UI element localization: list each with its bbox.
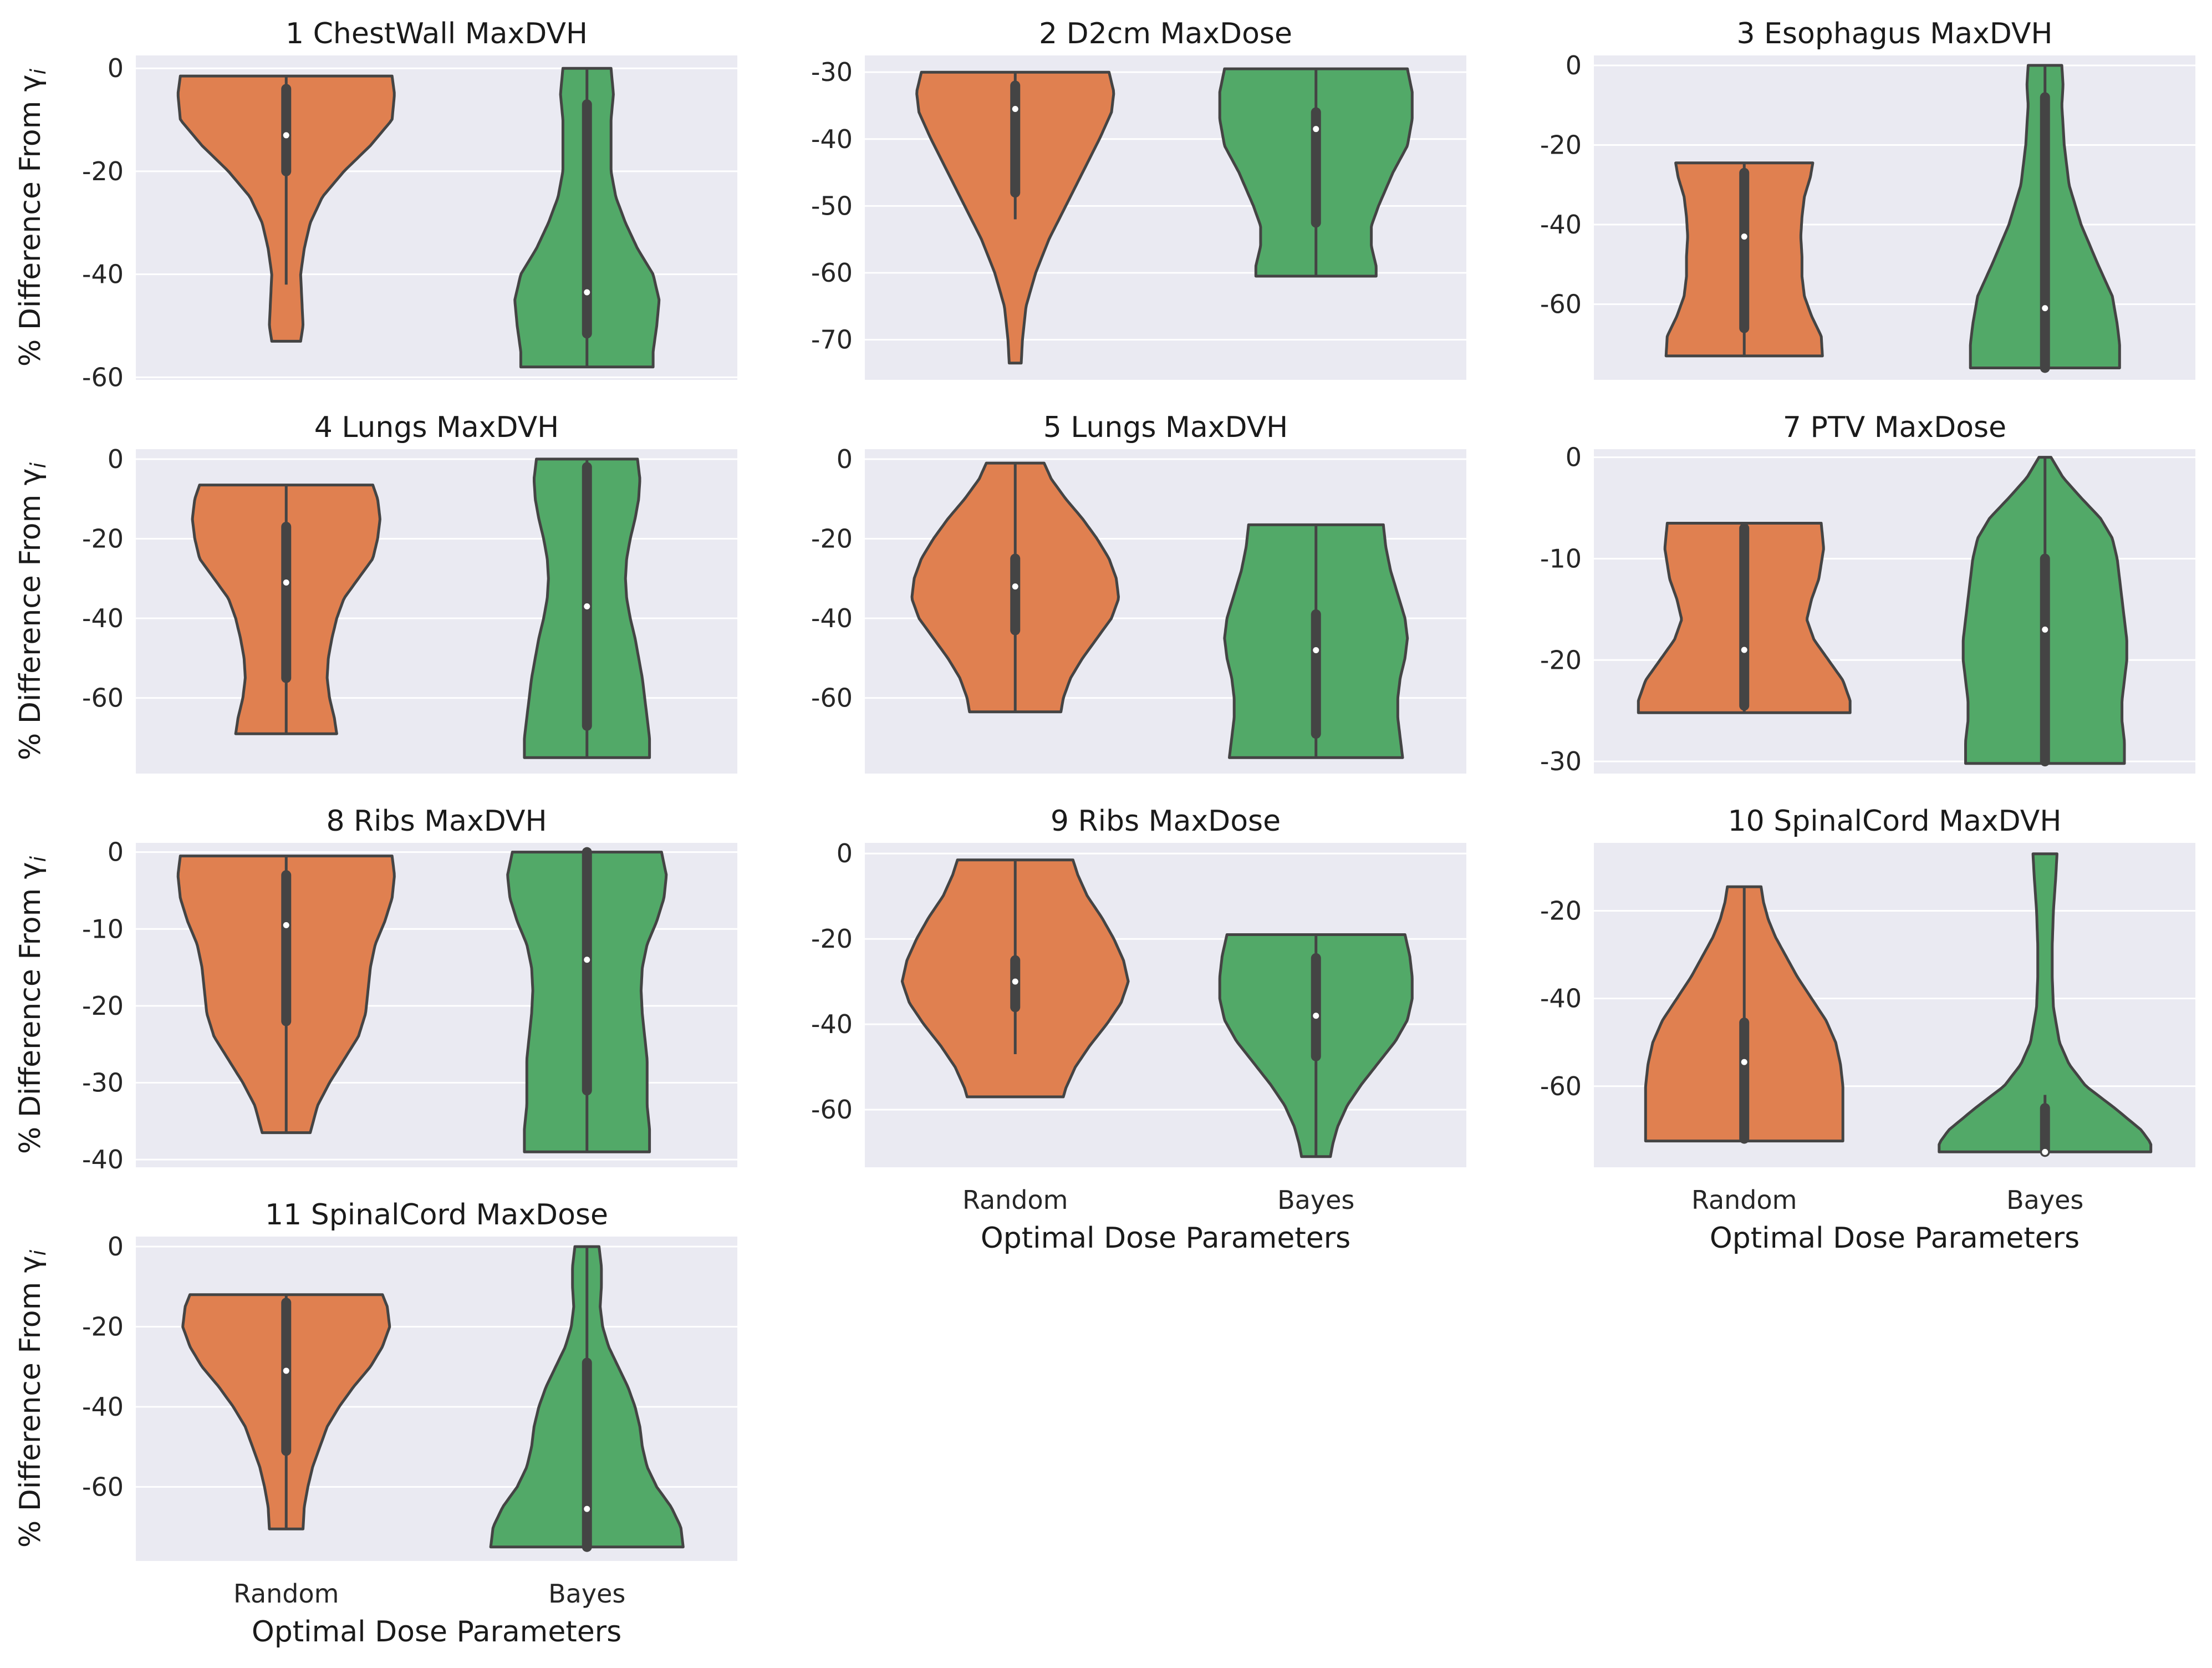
y-tick-label: -40 [811,124,853,154]
subplot-1: 0 -20 -40 -60 1 ChestWall MaxDVH % Difference… [14,17,737,392]
y-tick-label: -20 [1540,130,1582,160]
y-axis-label: % Difference From γi [14,68,50,367]
subplot-title: 1 ChestWall MaxDVH [286,17,588,50]
x-axis-label: Optimal Dose Parameters [981,1222,1350,1255]
subplot-9: -20 -40 -60 10 SpinalCord MaxDVH Random Bayes… [1540,805,2195,1255]
y-tick-label: -60 [82,362,124,392]
median-marker [1012,978,1018,985]
median-marker [283,1367,289,1374]
y-tick-label: -40 [811,603,853,633]
y-tick-label: -20 [811,524,853,554]
median-marker [584,603,590,610]
y-tick-label: 0 [108,444,124,474]
median-marker [283,132,289,139]
y-tick-label: 0 [1566,443,1582,472]
y-tick-label: 0 [108,1232,124,1262]
y-tick-label: 0 [108,53,124,83]
y-tick-label: -60 [811,683,853,713]
subplot-title: 7 PTV MaxDose [1783,411,2006,444]
median-marker [2042,1148,2048,1155]
y-tick-label: -10 [1540,543,1582,573]
subplot-10: 0 -20 -40 -60 11 SpinalCord MaxDose % Differe… [14,1198,737,1649]
subplot-3: 0 -20 -40 -60 3 Esophagus MaxDVH [1540,17,2195,380]
subplot-6: 0 -10 -20 -30 7 PTV MaxDose [1540,411,2195,776]
subplot-7: 0 -10 -20 -30 -40 8 Ribs MaxDVH % Difference F… [14,805,737,1174]
y-tick-label: -30 [82,1068,124,1098]
median-marker [584,289,590,296]
y-tick-label: -20 [1540,645,1582,675]
median-marker [1741,233,1747,240]
subplot-title: 5 Lungs MaxDVH [1043,411,1288,444]
subplot-5: 0 -20 -40 -60 5 Lungs MaxDVH [811,411,1466,774]
y-tick-label: 0 [1566,50,1582,80]
y-tick-label: -10 [82,914,124,944]
subplot-title: 9 Ribs MaxDose [1051,805,1281,838]
y-axis-label: % Difference From γi [14,462,50,760]
y-tick-label: -60 [1540,1071,1582,1101]
median-marker [584,957,590,963]
y-tick-label: -20 [811,924,853,954]
median-marker [1313,1013,1319,1019]
x-tick-label: Random [1691,1185,1797,1215]
y-tick-label: -40 [82,603,124,633]
y-tick-label: -30 [811,57,853,87]
x-tick-label: Bayes [2006,1185,2083,1215]
y-tick-label: 0 [108,837,124,867]
median-marker [1313,126,1319,133]
y-tick-label: -60 [811,1095,853,1125]
y-axis-label: % Difference From γi [14,1249,50,1548]
x-tick-label: Random [962,1185,1068,1215]
y-tick-label: 0 [837,838,853,868]
subplot-title: 8 Ribs MaxDVH [326,805,547,838]
x-tick-label: Bayes [548,1579,625,1609]
y-tick-label: -40 [1540,984,1582,1014]
median-marker [1741,647,1747,653]
x-tick-label: Random [233,1579,339,1609]
median-marker [1012,105,1018,112]
median-marker [1313,647,1319,653]
x-axis-label: Optimal Dose Parameters [252,1615,621,1649]
subplot-title: 11 SpinalCord MaxDose [265,1198,608,1232]
median-marker [2042,305,2048,312]
subplot-title: 4 Lungs MaxDVH [314,411,559,444]
y-tick-label: -20 [82,524,124,554]
median-marker [2042,626,2048,633]
subplot-8: 0 -20 -40 -60 9 Ribs MaxDose Random Bayes Optim… [811,805,1466,1255]
y-axis-label: % Difference From γi [14,856,50,1154]
y-tick-label: -60 [811,258,853,288]
y-tick-label: -50 [811,191,853,221]
y-tick-label: -40 [1540,210,1582,240]
subplot-title: 10 SpinalCord MaxDVH [1728,805,2062,838]
median-marker [1012,583,1018,590]
y-tick-label: -40 [82,1392,124,1422]
violin-bayes [1938,852,2153,1153]
y-tick-label: 0 [837,444,853,474]
y-tick-label: -40 [811,1009,853,1039]
subplot-2: -30 -40 -50 -60 -70 2 D2cm MaxDose [811,17,1466,380]
median-marker [1741,1059,1747,1065]
y-tick-label: -70 [811,325,853,355]
y-tick-label: -20 [82,1312,124,1342]
y-tick-label: -40 [82,1145,124,1174]
median-marker [584,1506,590,1512]
y-tick-label: -60 [82,1472,124,1502]
y-tick-label: -30 [1540,746,1582,776]
median-marker [283,579,289,586]
y-tick-label: -20 [82,156,124,186]
x-axis-label: Optimal Dose Parameters [1710,1222,2080,1255]
median-marker [283,922,289,928]
x-tick-label: Bayes [1277,1185,1354,1215]
y-tick-label: -40 [82,260,124,289]
subplot-title: 2 D2cm MaxDose [1039,17,1292,50]
y-tick-label: -20 [82,991,124,1021]
y-tick-label: -60 [82,683,124,713]
y-tick-label: -60 [1540,289,1582,319]
subplot-4: 0 -20 -40 -60 4 Lungs MaxDVH % Difference Fro… [14,411,737,774]
subplot-title: 3 Esophagus MaxDVH [1736,17,2052,50]
y-tick-label: -20 [1540,896,1582,926]
